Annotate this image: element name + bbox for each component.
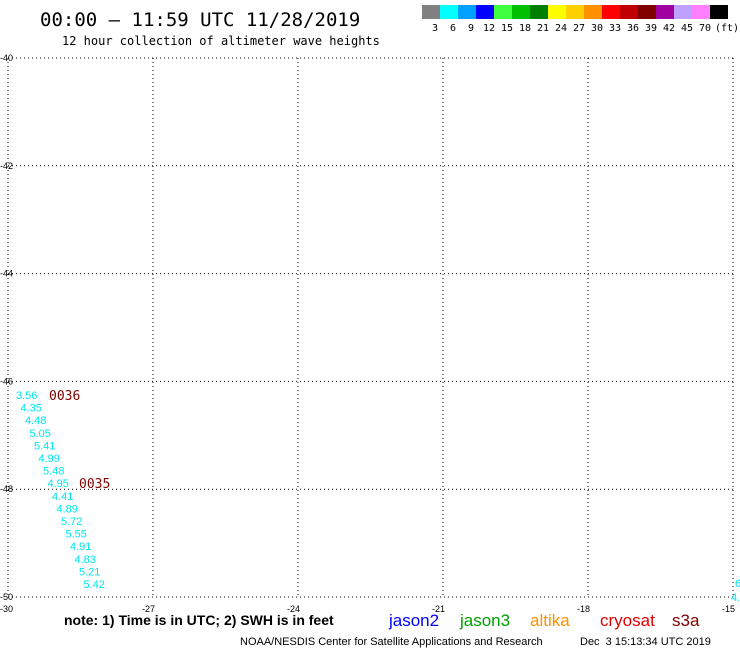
longitude-labels: -30 -27 -24 -21 -18 -15	[0, 604, 735, 614]
satellite-label: altika	[530, 611, 570, 630]
wave-height-value: 4.83	[75, 554, 96, 566]
legend-label: 39	[645, 23, 657, 34]
legend-label: 21	[537, 23, 549, 34]
wave-height-color-legend: 3 6 9 12 15 18 21 24 27 30 33 36 39 42 45 70 (ft)	[422, 5, 739, 34]
longitude-tick-label: -21	[432, 604, 445, 614]
wave-height-value: 5.05	[30, 428, 51, 440]
wave-height-value: 3.56	[16, 390, 37, 402]
legend-swatch	[710, 5, 728, 19]
pass-time-tag: 0035	[79, 477, 110, 492]
wave-height-value: 4.95	[48, 478, 69, 490]
legend-swatch	[566, 5, 584, 19]
latitude-tick-label: -46	[0, 376, 13, 386]
latitude-tick-label: -42	[0, 161, 13, 171]
map-subtitle: 12 hour collection of altimeter wave hei…	[62, 34, 380, 48]
wave-height-value: 5.48	[43, 466, 64, 478]
legend-swatch	[620, 5, 638, 19]
satellite-label: s3a	[672, 611, 700, 630]
longitude-tick-label: -27	[142, 604, 155, 614]
legend-swatch	[458, 5, 476, 19]
longitude-tick-label: -18	[577, 604, 590, 614]
legend-swatch	[530, 5, 548, 19]
satellite-label: jason2	[388, 611, 439, 630]
latitude-labels: -40 -42 -44 -46 -48 -50	[0, 53, 13, 602]
legend-label: 70	[699, 23, 711, 34]
longitude-tick-label: -24	[287, 604, 300, 614]
wave-height-value: 4.99	[39, 453, 60, 465]
legend-label: 15	[501, 23, 513, 34]
legend-swatch	[422, 5, 440, 19]
legend-label: 12	[483, 23, 495, 34]
legend-unit: (ft)	[715, 23, 739, 34]
wave-height-value: 4.89	[57, 503, 78, 515]
legend-label: 3	[432, 23, 438, 34]
legend-swatch	[584, 5, 602, 19]
legend-swatch	[602, 5, 620, 19]
legend-swatch	[494, 5, 512, 19]
latitude-tick-label: -48	[0, 484, 13, 494]
legend-swatch	[692, 5, 710, 19]
legend-label: 9	[468, 23, 474, 34]
legend-swatch	[656, 5, 674, 19]
legend-label: 18	[519, 23, 531, 34]
legend-swatch	[512, 5, 530, 19]
legend-label: 33	[609, 23, 621, 34]
wave-height-value: 5.55	[66, 529, 87, 541]
footer-note: note: 1) Time is in UTC; 2) SWH is in fe…	[64, 612, 334, 628]
legend-label: 45	[681, 23, 693, 34]
satellite-label: jason3	[459, 611, 510, 630]
wave-height-value: 6	[735, 578, 740, 590]
map-title: 00:00 — 11:59 UTC 11/28/2019	[40, 9, 360, 31]
wave-height-value: 5.21	[79, 566, 100, 578]
latitude-tick-label: -50	[0, 592, 13, 602]
legend-swatch	[638, 5, 656, 19]
wave-height-value: 4.48	[25, 415, 46, 427]
pass-time-tag: 0036	[49, 389, 80, 404]
legend-label: 42	[663, 23, 675, 34]
legend-label: 6	[450, 23, 456, 34]
wave-height-value: 5.72	[61, 516, 82, 528]
legend-swatch	[548, 5, 566, 19]
wave-height-value: 4.	[731, 592, 740, 604]
longitude-tick-label: -15	[722, 604, 735, 614]
legend-swatch	[476, 5, 494, 19]
legend-swatch	[674, 5, 692, 19]
credit-line: NOAA/NESDIS Center for Satellite Applica…	[240, 636, 543, 648]
satellite-label: cryosat	[600, 611, 655, 630]
wave-height-value: 5.41	[34, 440, 55, 452]
wave-height-observations: 3.564.354.485.055.414.995.484.954.414.89…	[16, 390, 740, 604]
longitude-tick-label: -30	[0, 604, 13, 614]
legend-label: 30	[591, 23, 603, 34]
legend-label: 36	[627, 23, 639, 34]
latitude-tick-label: -44	[0, 269, 13, 279]
wave-height-value: 4.91	[70, 541, 91, 553]
latitude-tick-label: -40	[0, 53, 13, 63]
wave-height-value: 5.42	[84, 579, 105, 591]
wave-height-value: 4.35	[21, 403, 42, 415]
lat-lon-grid	[7, 57, 734, 598]
wave-height-value: 4.41	[52, 491, 73, 503]
legend-label: 24	[555, 23, 567, 34]
generated-timestamp: Dec 3 15:13:34 UTC 2019	[580, 636, 711, 648]
satellite-legend: jason2 jason3 altika cryosat s3a	[388, 611, 700, 630]
legend-swatch	[440, 5, 458, 19]
pass-time-tags: 0036 0035	[49, 389, 110, 492]
legend-label: 27	[573, 23, 585, 34]
